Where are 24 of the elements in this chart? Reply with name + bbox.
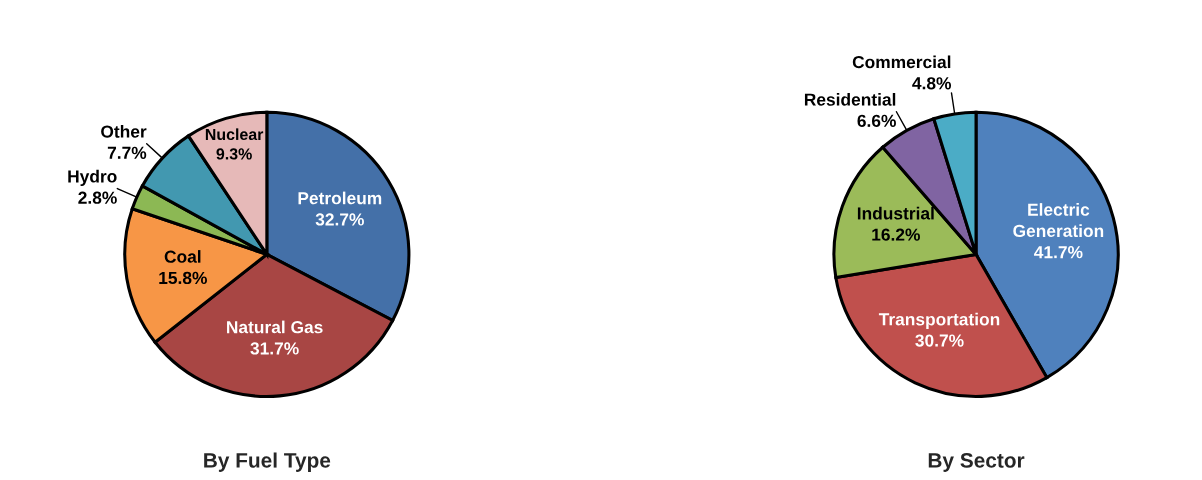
data-label: 6.6% [857,114,896,127]
data-label: 4.8% [912,77,952,90]
slice-label: Industrial [857,206,934,220]
text: By Sector [928,453,1025,472]
text: By Fuel Type [204,452,331,472]
slice-label: Commercial [852,55,951,69]
data-label: 7.7% [107,146,147,159]
slice-label: Hydro [68,169,117,187]
data-label: 9.3% [216,148,252,160]
slice-label: Coal [164,250,201,263]
data-label: 41.7% [1034,246,1083,259]
slice-label: Other [101,124,147,138]
slice-label: Petroleum [298,191,382,205]
data-label: 31.7% [250,342,299,355]
slice-label: Residential [804,93,896,106]
slice-label: Nuclear [205,128,264,141]
data-label: 2.8% [78,191,117,204]
slice-label: Natural Gas [227,320,323,334]
data-label: 32.7% [315,213,364,226]
data-label: 16.2% [872,228,920,241]
slice-label: Transportation [878,312,1000,329]
data-label: 30.7% [915,334,964,347]
slice-label: Electric Generation [1013,203,1104,238]
data-label: 15.8% [159,271,207,285]
